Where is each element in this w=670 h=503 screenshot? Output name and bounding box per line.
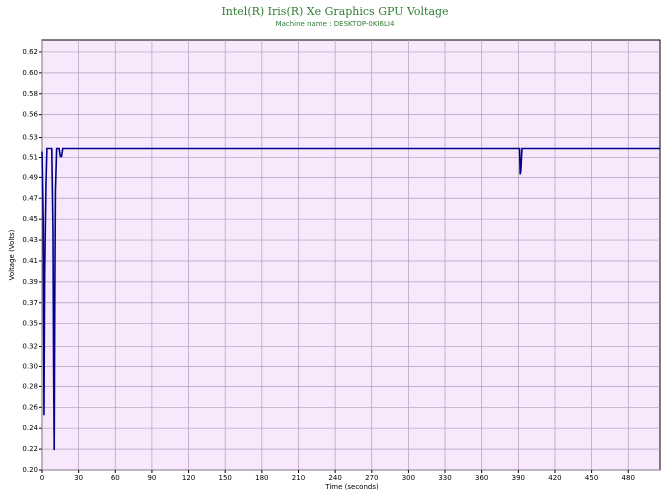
x-tick-label: 270	[365, 474, 378, 482]
x-tick-label: 210	[292, 474, 305, 482]
x-tick-label: 240	[328, 474, 341, 482]
y-tick-label: 0.20	[22, 466, 38, 474]
chart-subtitle: Machine name : DESKTOP-0KI6LI4	[276, 20, 395, 28]
x-tick-label: 30	[74, 474, 83, 482]
y-tick-label: 0.32	[22, 343, 38, 351]
x-tick-label: 360	[475, 474, 488, 482]
x-tick-label: 60	[111, 474, 120, 482]
plot-area	[41, 39, 661, 471]
y-tick-label: 0.26	[22, 403, 38, 411]
x-tick-label: 0	[40, 474, 44, 482]
y-tick-label: 0.28	[22, 382, 38, 390]
y-tick-label: 0.35	[22, 320, 38, 328]
x-tick-label: 330	[438, 474, 451, 482]
y-tick-label: 0.43	[22, 236, 38, 244]
x-tick-label: 180	[255, 474, 268, 482]
y-tick-label: 0.41	[22, 257, 38, 265]
y-tick-label: 0.39	[22, 278, 38, 286]
y-axis-label: Voltage (Volts)	[8, 229, 16, 280]
x-tick-label: 420	[548, 474, 561, 482]
x-axis-label: Time (seconds)	[324, 483, 379, 491]
y-tick-label: 0.24	[22, 424, 38, 432]
y-tick-label: 0.45	[22, 215, 38, 223]
y-tick-label: 0.22	[22, 445, 38, 453]
y-tick-label: 0.49	[22, 173, 38, 181]
y-tick-label: 0.30	[22, 362, 38, 370]
x-tick-label: 90	[147, 474, 156, 482]
y-tick-label: 0.37	[22, 299, 38, 307]
data-line	[41, 147, 660, 451]
x-tick-label: 120	[182, 474, 195, 482]
y-tick-label: 0.62	[22, 48, 38, 56]
x-tick-label: 480	[622, 474, 635, 482]
x-tick-label: 450	[585, 474, 598, 482]
y-tick-label: 0.56	[22, 111, 38, 119]
chart-title: Intel(R) Iris(R) Xe Graphics GPU Voltage	[221, 5, 448, 18]
y-tick-label: 0.51	[22, 153, 38, 161]
y-tick-label: 0.60	[22, 69, 38, 77]
y-tick-label: 0.53	[22, 134, 38, 142]
y-tick-label: 0.47	[22, 194, 38, 202]
x-tick-label: 390	[512, 474, 525, 482]
x-tick-label: 150	[219, 474, 232, 482]
x-tick-label: 300	[402, 474, 415, 482]
y-tick-label: 0.58	[22, 90, 38, 98]
